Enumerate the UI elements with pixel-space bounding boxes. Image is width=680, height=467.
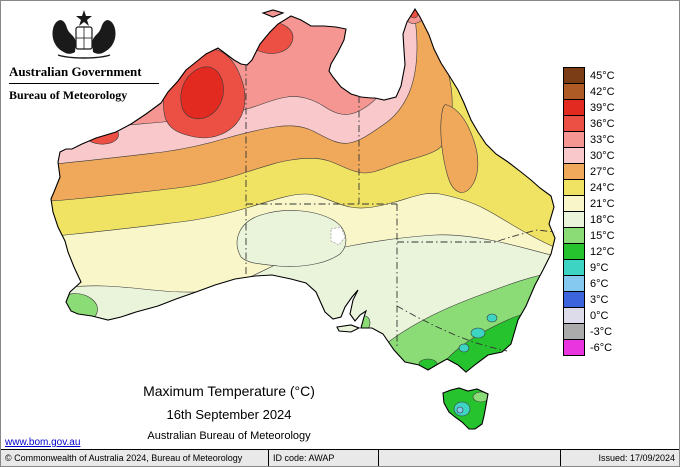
legend-entry: -3°C xyxy=(563,323,615,340)
legend-swatch xyxy=(563,227,585,244)
legend-swatch xyxy=(563,259,585,276)
legend-swatch xyxy=(563,83,585,100)
legend-label: 18°C xyxy=(590,213,615,226)
bom-website-link[interactable]: www.bom.gov.au xyxy=(5,437,81,448)
legend-swatch xyxy=(563,67,585,84)
map-org: Australian Bureau of Meteorology xyxy=(147,430,311,442)
legend-label: 27°C xyxy=(590,165,615,178)
legend-label: 9°C xyxy=(590,261,609,274)
legend-label: 6°C xyxy=(590,277,609,290)
footer-bar: © Commonwealth of Australia 2024, Bureau… xyxy=(1,449,679,466)
legend-entry: 30°C xyxy=(563,147,615,164)
legend-entry: 18°C xyxy=(563,211,615,228)
header-lockup: Australian Government Bureau of Meteorol… xyxy=(9,7,159,103)
legend-label: 36°C xyxy=(590,117,615,130)
legend-label: 15°C xyxy=(590,229,615,242)
legend-swatch xyxy=(563,323,585,340)
legend-entry: 9°C xyxy=(563,259,615,276)
state-borders xyxy=(245,64,556,352)
legend-label: 3°C xyxy=(590,293,609,306)
legend-swatch xyxy=(563,243,585,260)
government-title: Australian Government xyxy=(9,64,142,79)
legend-entry: 21°C xyxy=(563,195,615,212)
legend-swatch xyxy=(563,211,585,228)
footer-copyright: © Commonwealth of Australia 2024, Bureau… xyxy=(1,450,269,466)
legend-entry: 36°C xyxy=(563,115,615,132)
legend-label: 24°C xyxy=(590,181,615,194)
legend-entry: 6°C xyxy=(563,275,615,292)
legend-swatch xyxy=(563,115,585,132)
legend-label: 39°C xyxy=(590,101,615,114)
legend-label: 42°C xyxy=(590,85,615,98)
legend-label: 45°C xyxy=(590,69,615,82)
australia-temperature-map xyxy=(50,7,556,430)
map-title: Maximum Temperature (°C) xyxy=(143,383,315,399)
legend-swatch xyxy=(563,147,585,164)
coat-of-arms-icon xyxy=(52,10,116,59)
legend-swatch xyxy=(563,291,585,308)
bureau-title: Bureau of Meteorology xyxy=(9,88,128,102)
legend-entry: 15°C xyxy=(563,227,615,244)
legend-label: 33°C xyxy=(590,133,615,146)
legend-swatch xyxy=(563,339,585,356)
legend-entry: -6°C xyxy=(563,339,615,356)
footer-id-code: ID code: AWAP xyxy=(269,450,379,466)
legend: 45°C 42°C 39°C 36°C 33°C 30°C 27°C 24°C 21°C 18°C… xyxy=(563,67,615,356)
legend-entry: 42°C xyxy=(563,83,615,100)
legend-swatch xyxy=(563,163,585,180)
legend-label: 12°C xyxy=(590,245,615,258)
legend-label: -3°C xyxy=(590,325,613,338)
legend-swatch xyxy=(563,275,585,292)
legend-entry: 12°C xyxy=(563,243,615,260)
legend-swatch xyxy=(563,195,585,212)
legend-swatch xyxy=(563,179,585,196)
footer-issued: Issued: 17/09/2024 xyxy=(598,453,675,463)
legend-entry: 3°C xyxy=(563,291,615,308)
legend-swatch xyxy=(563,307,585,324)
legend-entry: 33°C xyxy=(563,131,615,148)
legend-entry: 0°C xyxy=(563,307,615,324)
legend-entry: 27°C xyxy=(563,163,615,180)
legend-entry: 39°C xyxy=(563,99,615,116)
legend-entry: 45°C xyxy=(563,67,615,84)
map-titles: Maximum Temperature (°C) 16th September … xyxy=(69,383,389,442)
map-date: 16th September 2024 xyxy=(166,407,292,422)
legend-label: 21°C xyxy=(590,197,615,210)
legend-label: -6°C xyxy=(590,341,613,354)
legend-swatch xyxy=(563,99,585,116)
legend-label: 30°C xyxy=(590,149,615,162)
legend-entry: 24°C xyxy=(563,179,615,196)
header-divider xyxy=(9,83,159,84)
legend-swatch xyxy=(563,131,585,148)
legend-label: 0°C xyxy=(590,309,609,322)
footer-spacer xyxy=(379,450,561,466)
